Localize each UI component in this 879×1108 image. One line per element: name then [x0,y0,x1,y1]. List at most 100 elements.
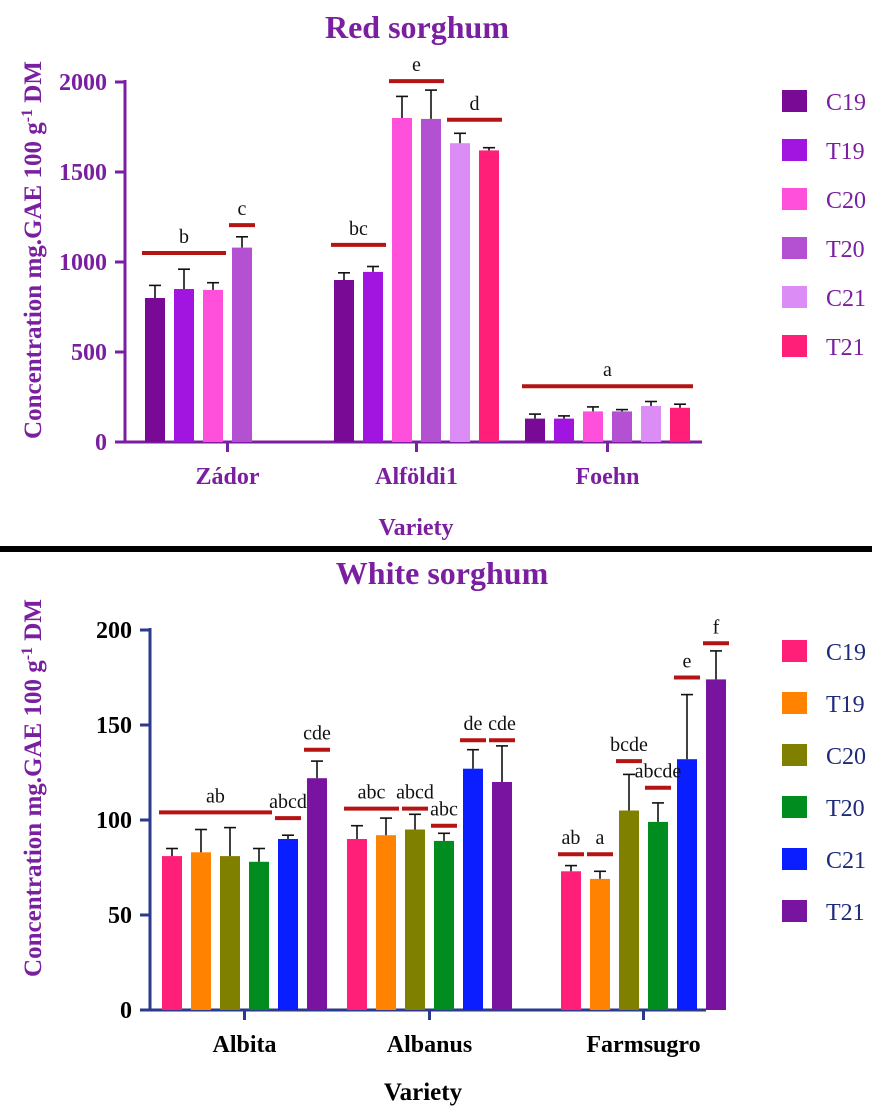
legend-swatch [782,90,807,112]
bar [363,271,383,442]
legend-swatch [782,188,807,210]
significance-letter: ab [206,785,225,807]
legend-label: C21 [826,286,866,312]
white-legend: C19 T19 C20 T20 C21 T21 [782,640,866,926]
bar [619,810,639,1010]
legend-swatch [782,744,807,766]
y-tick-label: 150 [96,713,132,739]
bar [706,679,726,1010]
y-tick-label: 50 [108,903,132,929]
significance-letter: a [603,359,612,381]
x-category-label: Albita [212,1032,276,1058]
y-tick-label: 2000 [59,70,107,96]
bar [670,407,690,442]
y-tick-label: 0 [95,430,107,456]
legend-swatch [782,237,807,259]
significance-letter: a [596,827,605,849]
x-category-label: Foehn [575,464,639,490]
white-chart-title: White sorghum [336,555,549,591]
bar [590,878,610,1010]
bar [220,856,240,1010]
panel-separator [0,546,872,552]
bar [561,871,581,1010]
legend-swatch [782,640,807,662]
bar [232,247,252,442]
legend-swatch [782,139,807,161]
legend-label: T19 [826,692,865,718]
legend-label: C19 [826,90,866,116]
legend-label: T21 [826,900,865,926]
significance-letter: e [683,651,692,673]
significance-letter: abc [430,799,458,821]
red-chart-title: Red sorghum [325,9,509,45]
significance-letter: d [470,93,480,115]
bar [463,768,483,1010]
x-category-label: Alföldi1 [375,464,458,490]
significance-letter: cde [488,713,516,735]
bar [479,150,499,442]
bar [492,782,512,1010]
significance-letter: c [238,198,247,220]
bar [376,835,396,1010]
bar [583,411,603,442]
legend-label: C20 [826,744,866,770]
x-category-label: Zádor [195,464,259,490]
legend-swatch [782,286,807,308]
bar [145,298,165,442]
legend-label: T21 [826,335,865,361]
bar [191,852,211,1010]
white-sorghum-panel: White sorghum Concentration mg.GAE 100 g… [19,555,866,1106]
bar [347,839,367,1010]
significance-letter: bcde [610,734,648,756]
y-tick-label: 200 [96,618,132,644]
significance-letter: abc [358,782,386,804]
significance-letter: e [412,54,421,76]
legend-swatch [782,848,807,870]
y-tick-label: 0 [120,998,132,1024]
bar [278,839,298,1010]
legend-label: T19 [826,139,865,165]
legend-swatch [782,692,807,714]
x-category-label: Farmsugro [586,1032,700,1058]
bar [203,289,223,442]
y-tick-label: 100 [96,808,132,834]
significance-letter: abcd [396,782,434,804]
bar [677,759,697,1010]
red-x-axis-label: Variety [378,515,453,541]
bar [648,821,668,1010]
bar [307,778,327,1010]
bar [525,418,545,442]
white-y-axis-label: Concentration mg.GAE 100 g-1 DM [19,599,47,977]
legend-swatch [782,900,807,922]
bar [174,289,194,442]
bar [405,829,425,1010]
bar [641,406,661,442]
bar [434,840,454,1010]
legend-swatch [782,796,807,818]
red-legend: C19 T19 C20 T20 C21 T21 [782,90,866,361]
significance-letter: cde [303,723,331,745]
significance-letter: ab [562,827,581,849]
red-y-axis-label: Concentration mg.GAE 100 g-1 DM [19,61,47,439]
bar [450,143,470,442]
bar [162,856,182,1010]
significance-letter: bc [349,218,368,240]
significance-letter: abcde [635,761,682,783]
bar [392,118,412,442]
significance-letter: de [464,713,483,735]
x-category-label: Albanus [387,1032,472,1058]
y-tick-label: 1000 [59,250,107,276]
legend-label: T20 [826,237,865,263]
bar [249,861,269,1010]
significance-letter: f [713,616,720,638]
bar [554,418,574,442]
white-x-axis-label: Variety [384,1079,463,1106]
significance-letter: b [179,226,189,248]
legend-label: C20 [826,188,866,214]
legend-label: T20 [826,796,865,822]
legend-swatch [782,335,807,357]
bar [612,411,632,442]
